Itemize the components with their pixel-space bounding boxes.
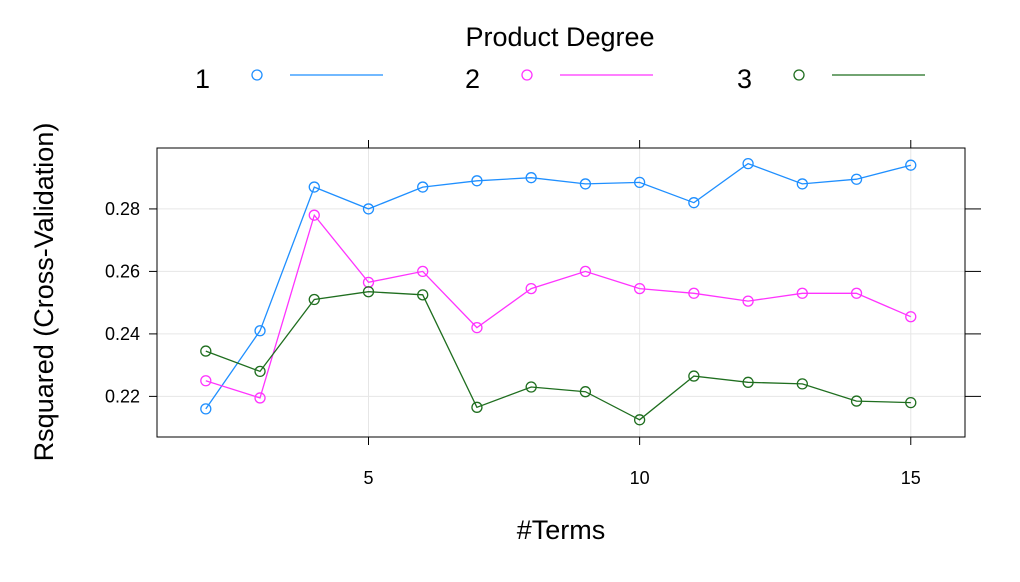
data-point	[308, 181, 320, 193]
series-2	[200, 209, 917, 404]
y-tick-label: 0.28	[105, 199, 140, 219]
data-point	[579, 178, 592, 190]
axis-ticks: 5 10 15 0.22 0.24 0.26 0.28	[105, 140, 981, 488]
y-tick-label: 0.24	[105, 324, 140, 344]
data-point	[525, 282, 537, 295]
legend: 1 2 3	[195, 64, 925, 94]
legend-label-3: 3	[737, 64, 752, 94]
data-point	[308, 293, 320, 306]
x-tick-label: 5	[363, 468, 373, 488]
legend-title: Product Degree	[465, 22, 654, 52]
data-point	[688, 197, 700, 209]
x-tick-label: 15	[901, 468, 921, 488]
data-point	[688, 370, 700, 382]
data-point	[525, 172, 537, 184]
data-point	[688, 287, 700, 299]
data-point	[905, 159, 917, 171]
data-point	[471, 401, 483, 413]
data-point	[796, 378, 808, 390]
legend-marker-2	[521, 69, 533, 81]
x-tick-label: 10	[630, 468, 650, 488]
data-point	[254, 365, 266, 378]
data-point	[633, 282, 646, 295]
data-point	[417, 265, 429, 278]
data-point	[850, 173, 863, 185]
data-point	[254, 325, 266, 337]
plot-frame	[156, 147, 966, 438]
data-point	[850, 395, 863, 407]
grid	[157, 148, 965, 437]
data-point	[905, 396, 917, 409]
y-axis-label: Rsquared (Cross-Validation)	[29, 123, 59, 462]
series-layer	[200, 157, 917, 426]
data-point	[200, 403, 212, 415]
data-point	[200, 345, 212, 357]
data-point	[471, 321, 483, 334]
data-point	[796, 178, 808, 190]
data-point	[579, 265, 592, 278]
data-point	[633, 414, 646, 426]
data-point	[850, 287, 863, 299]
x-axis-label: #Terms	[517, 515, 606, 545]
data-point	[362, 203, 375, 215]
data-point	[579, 386, 592, 398]
data-point	[200, 375, 212, 387]
data-point	[742, 295, 754, 307]
legend-label-1: 1	[195, 64, 210, 94]
data-point	[742, 157, 754, 170]
data-point	[796, 287, 808, 299]
series-line	[205, 291, 911, 421]
data-point	[525, 381, 537, 393]
series-3	[200, 286, 917, 426]
series-1	[200, 157, 917, 415]
series-line	[205, 213, 912, 399]
data-point	[308, 209, 320, 221]
data-point	[905, 311, 917, 323]
data-point	[417, 181, 429, 193]
data-point	[633, 176, 646, 189]
legend-label-2: 2	[465, 64, 480, 94]
data-point	[742, 376, 754, 388]
series-line	[205, 162, 911, 410]
data-point	[254, 392, 266, 404]
legend-marker-3	[793, 69, 805, 81]
data-point	[362, 286, 375, 298]
data-point	[471, 175, 483, 187]
data-point	[417, 289, 429, 301]
y-tick-label: 0.22	[105, 386, 140, 406]
legend-marker-1	[251, 69, 263, 81]
y-tick-label: 0.26	[105, 261, 140, 281]
